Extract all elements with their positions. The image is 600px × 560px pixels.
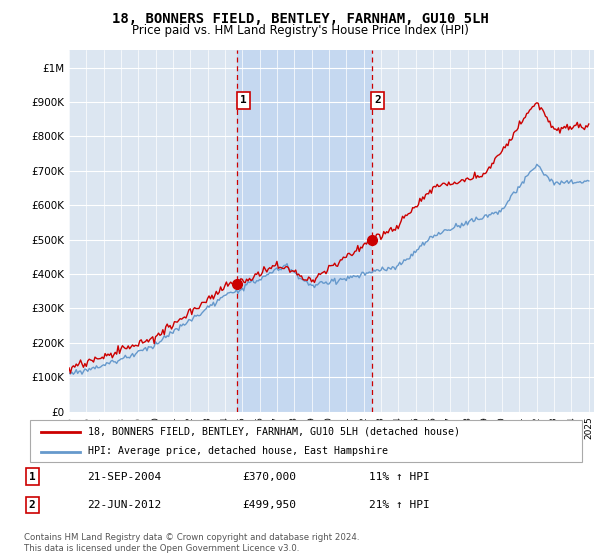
Text: 1: 1 [240, 95, 247, 105]
Text: 21% ↑ HPI: 21% ↑ HPI [369, 500, 430, 510]
Text: 18, BONNERS FIELD, BENTLEY, FARNHAM, GU10 5LH: 18, BONNERS FIELD, BENTLEY, FARNHAM, GU1… [112, 12, 488, 26]
Text: 18, BONNERS FIELD, BENTLEY, FARNHAM, GU10 5LH (detached house): 18, BONNERS FIELD, BENTLEY, FARNHAM, GU1… [88, 427, 460, 437]
Bar [238, 50, 371, 412]
Text: 2: 2 [374, 95, 381, 105]
Text: 2: 2 [29, 500, 35, 510]
Text: 21-SEP-2004: 21-SEP-2004 [87, 472, 161, 482]
Text: 1: 1 [29, 472, 35, 482]
FancyBboxPatch shape [30, 420, 582, 462]
Text: Contains HM Land Registry data © Crown copyright and database right 2024.
This d: Contains HM Land Registry data © Crown c… [24, 533, 359, 553]
Text: HPI: Average price, detached house, East Hampshire: HPI: Average price, detached house, East… [88, 446, 388, 456]
Text: Price paid vs. HM Land Registry's House Price Index (HPI): Price paid vs. HM Land Registry's House … [131, 24, 469, 36]
Text: £370,000: £370,000 [242, 472, 296, 482]
Text: 11% ↑ HPI: 11% ↑ HPI [369, 472, 430, 482]
Text: 22-JUN-2012: 22-JUN-2012 [87, 500, 161, 510]
Text: £499,950: £499,950 [242, 500, 296, 510]
